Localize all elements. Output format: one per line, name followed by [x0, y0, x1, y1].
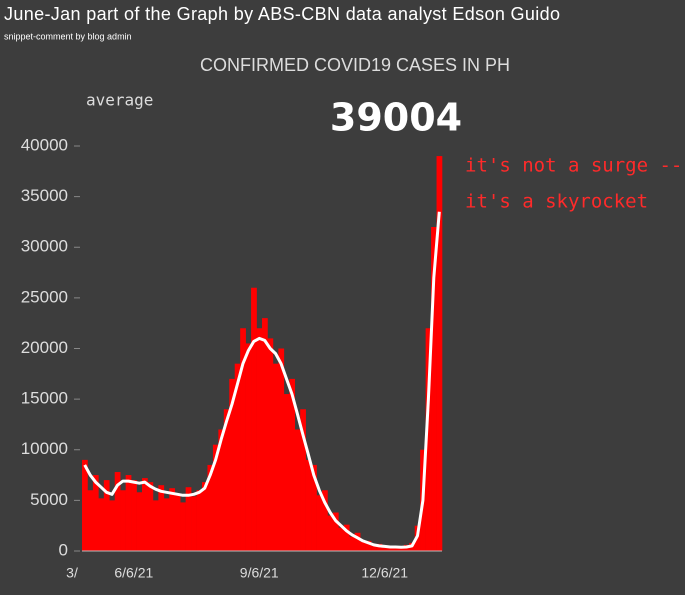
- bar: [256, 328, 263, 551]
- bar: [392, 547, 399, 551]
- bar: [332, 512, 339, 551]
- bar: [82, 459, 88, 551]
- bar: [294, 429, 301, 551]
- bar: [120, 490, 126, 551]
- header-title: June-Jan part of the Graph by ABS-CBN da…: [4, 4, 560, 24]
- bar: [289, 378, 296, 551]
- bar: [136, 492, 143, 551]
- bar: [278, 348, 285, 551]
- bar: [223, 409, 230, 551]
- bar: [311, 464, 317, 551]
- y-tick-label: 30000: [21, 237, 68, 256]
- x-tick-label: 9/6/21: [240, 565, 279, 581]
- bar: [245, 343, 252, 551]
- bar: [152, 500, 159, 551]
- y-tick-label: 35000: [21, 186, 68, 205]
- chart-title: CONFIRMED COVID19 CASES IN PH: [200, 55, 510, 75]
- bar: [365, 540, 372, 551]
- latest-value: 39004: [330, 96, 462, 140]
- bar: [218, 429, 225, 551]
- bar: [196, 490, 203, 551]
- annotation: it's not a surge --: [465, 155, 682, 177]
- bar: [398, 546, 405, 551]
- bar: [425, 328, 432, 551]
- average-line: [83, 211, 441, 549]
- bar: [114, 472, 121, 551]
- bar: [322, 490, 328, 551]
- bar: [431, 227, 437, 551]
- bar: [436, 156, 443, 551]
- bar: [212, 444, 219, 551]
- bar: [349, 536, 356, 551]
- bar: [240, 328, 246, 551]
- bar: [272, 363, 279, 551]
- y-tick-label: 5000: [30, 490, 68, 509]
- bar: [185, 487, 192, 551]
- bar: [202, 482, 208, 551]
- bar: [92, 475, 99, 551]
- bar: [316, 495, 323, 551]
- bar: [229, 378, 236, 551]
- bar: [300, 409, 306, 551]
- bar: [180, 502, 186, 551]
- bar: [163, 498, 170, 551]
- bar: [338, 527, 345, 551]
- bar: [109, 500, 116, 551]
- bar: [207, 464, 214, 551]
- bar: [376, 543, 383, 551]
- bar: [169, 488, 176, 551]
- bar: [327, 515, 334, 551]
- y-tick-label: 25000: [21, 287, 68, 306]
- bar: [283, 394, 290, 551]
- bar: [131, 480, 137, 551]
- y-tick-label: 0: [59, 540, 68, 559]
- bar: [267, 338, 274, 551]
- bar: [234, 363, 241, 551]
- bar: [251, 287, 257, 551]
- bar: [360, 541, 366, 551]
- y-tick-label: 10000: [21, 439, 68, 458]
- bar: [191, 496, 197, 551]
- x-tick-label: 6/6/21: [114, 565, 153, 581]
- bar: [87, 490, 94, 551]
- annotation: it's a skyrocket: [465, 191, 648, 213]
- bar: [343, 524, 350, 551]
- bar: [174, 495, 181, 551]
- bar: [98, 498, 105, 551]
- x-tick-label: 3/: [66, 565, 78, 581]
- bar: [382, 546, 388, 551]
- bar: [142, 478, 148, 551]
- bar: [158, 485, 165, 551]
- bar: [305, 459, 312, 551]
- y-tick-label: 20000: [21, 338, 68, 357]
- bar: [103, 480, 110, 551]
- average-label: average: [86, 91, 153, 110]
- bar: [125, 475, 132, 551]
- y-tick-label: 40000: [21, 135, 68, 154]
- bar: [262, 318, 268, 551]
- y-tick-label: 15000: [21, 389, 68, 408]
- header-subtitle: snippet-comment by blog admin: [4, 31, 132, 41]
- bar: [371, 545, 377, 551]
- bar: [147, 482, 154, 551]
- x-tick-label: 12/6/21: [361, 565, 408, 581]
- bar: [354, 532, 361, 551]
